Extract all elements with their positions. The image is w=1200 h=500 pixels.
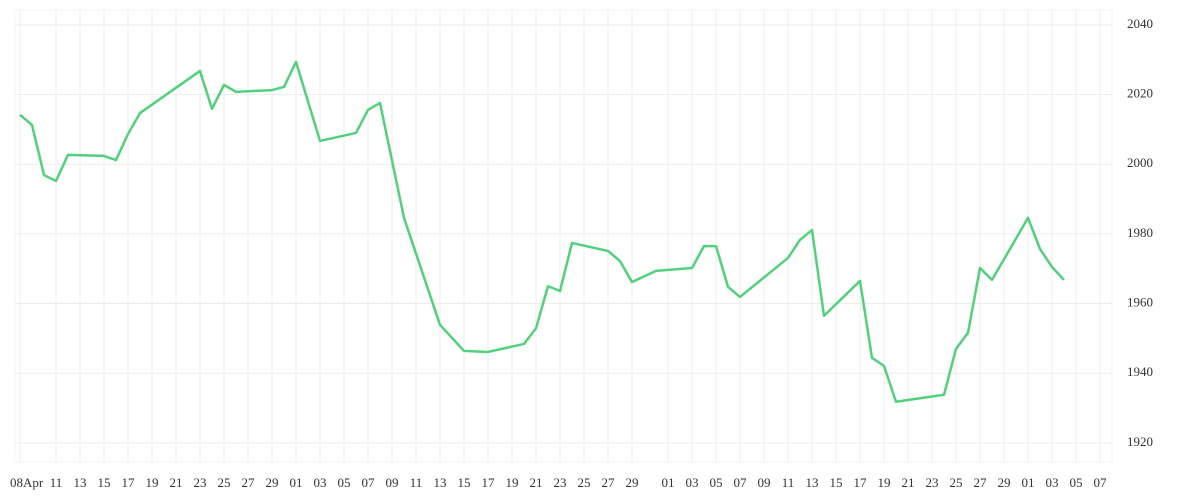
x-tick-label: 17 xyxy=(854,475,868,490)
x-tick-label: 27 xyxy=(242,475,256,490)
x-tick-label: 23 xyxy=(194,475,207,490)
x-tick-label: 13 xyxy=(806,475,819,490)
x-tick-label: 29 xyxy=(266,475,279,490)
x-tick-label: 25 xyxy=(218,475,231,490)
x-tick-label: 15 xyxy=(458,475,471,490)
x-tick-label: 27 xyxy=(974,475,988,490)
x-tick-label: 17 xyxy=(482,475,496,490)
x-tick-label: 21 xyxy=(530,475,543,490)
x-tick-label: 03 xyxy=(1046,475,1059,490)
x-tick-label: 08Apr xyxy=(10,475,44,490)
y-tick-label: 1980 xyxy=(1127,225,1153,240)
y-tick-label: 2020 xyxy=(1127,86,1153,101)
x-tick-label: 07 xyxy=(734,475,748,490)
x-tick-label: 01 xyxy=(1022,475,1035,490)
x-tick-label: 29 xyxy=(626,475,639,490)
x-tick-label: 07 xyxy=(362,475,376,490)
x-tick-label: 29 xyxy=(998,475,1011,490)
x-tick-label: 15 xyxy=(98,475,111,490)
y-tick-label: 1920 xyxy=(1127,434,1153,449)
x-tick-label: 15 xyxy=(830,475,843,490)
x-tick-label: 07 xyxy=(1094,475,1108,490)
x-tick-label: 23 xyxy=(926,475,939,490)
x-tick-label: 11 xyxy=(410,475,423,490)
x-tick-label: 09 xyxy=(386,475,399,490)
x-tick-label: 11 xyxy=(782,475,795,490)
x-tick-label: 19 xyxy=(146,475,159,490)
y-tick-label: 1960 xyxy=(1127,295,1153,310)
x-tick-label: 21 xyxy=(170,475,183,490)
x-tick-label: 05 xyxy=(338,475,351,490)
x-tick-label: 05 xyxy=(710,475,723,490)
x-tick-label: 13 xyxy=(434,475,447,490)
y-tick-label: 1940 xyxy=(1127,364,1153,379)
x-tick-label: 13 xyxy=(74,475,87,490)
x-tick-label: 05 xyxy=(1070,475,1083,490)
x-tick-label: 21 xyxy=(902,475,915,490)
x-tick-label: 27 xyxy=(602,475,616,490)
x-tick-label: 01 xyxy=(662,475,675,490)
x-tick-label: 25 xyxy=(950,475,963,490)
x-tick-label: 19 xyxy=(506,475,519,490)
x-tick-label: 03 xyxy=(314,475,327,490)
x-tick-label: 09 xyxy=(758,475,771,490)
x-tick-label: 03 xyxy=(686,475,699,490)
y-tick-label: 2000 xyxy=(1127,155,1153,170)
y-tick-label: 2040 xyxy=(1127,16,1153,31)
x-tick-label: 19 xyxy=(878,475,891,490)
plot-area xyxy=(14,9,1113,463)
x-tick-label: 23 xyxy=(554,475,567,490)
data-line xyxy=(19,60,1065,404)
x-tick-label: 25 xyxy=(578,475,591,490)
x-tick-label: 01 xyxy=(290,475,303,490)
x-tick-label: 11 xyxy=(50,475,63,490)
x-tick-label: 17 xyxy=(122,475,136,490)
